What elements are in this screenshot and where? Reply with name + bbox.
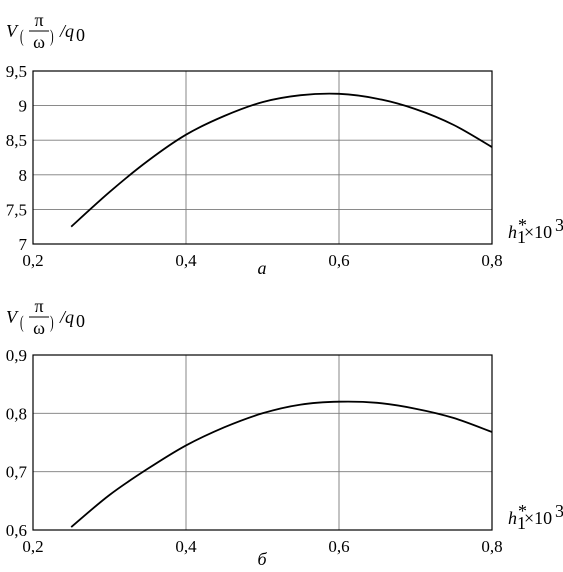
x-tick-label: 0,2 [22, 537, 43, 556]
y-label-denominator: ω [33, 318, 45, 338]
y-tick-label: 0,6 [6, 521, 27, 540]
y-axis-label: V ( πω) /q 0 [6, 296, 85, 338]
x-label-subscript: 1 [517, 513, 526, 533]
y-label-suffix: /q [59, 21, 74, 41]
panel-label: а [258, 258, 267, 278]
x-tick-label: 0,8 [481, 251, 502, 270]
x-axis-label: h 1*×10 3 [508, 501, 563, 533]
y-tick-label: 9,5 [6, 62, 27, 81]
y-label-paren-left: ( [20, 313, 24, 332]
y-tick-label: 7,5 [6, 200, 27, 219]
x-tick-label: 0,4 [175, 251, 197, 270]
chart-panel-2: 0,2 0,4 0,6 0,8 0,6 0,7 0,8 0,9 V ( πω) /q 0 h 1*×10 3 б [6, 296, 563, 569]
y-label-paren-left: ( [20, 27, 24, 46]
y-label-subscript: 0 [76, 311, 85, 331]
x-label-base: h [508, 222, 517, 242]
y-tick-label: 0,9 [6, 346, 27, 365]
x-axis-label: h 1*×10 3 [508, 215, 563, 247]
y-tick-label: 8,5 [6, 131, 27, 150]
y-tick-label: 7 [19, 235, 28, 254]
y-label-subscript: 0 [76, 25, 85, 45]
chart-panel-1: 0,2 0,4 0,6 0,8 7 7,5 8 8,5 9 9,5 V ( πω) /q 0 h 1*×10 3 а [6, 10, 563, 278]
x-tick-label: 0,8 [481, 537, 502, 556]
x-label-exponent: 3 [555, 501, 563, 521]
y-tick-label: 0,8 [6, 404, 27, 423]
y-label-numerator: π [34, 10, 43, 30]
panel-label: б [257, 549, 267, 569]
y-tick-label: 8 [19, 166, 28, 185]
x-tick-label: 0,2 [22, 251, 43, 270]
y-tick-label: 9 [19, 97, 28, 116]
y-label-denominator: ω [33, 32, 45, 52]
series-line [70, 92, 493, 228]
x-label-superscript: * [518, 501, 527, 521]
y-label-paren-right: ) [50, 313, 54, 332]
series-line [70, 400, 493, 528]
y-axis-label: V ( πω) /q 0 [6, 10, 85, 52]
y-label-prefix: V [6, 21, 19, 41]
plot-frame [32, 70, 493, 245]
x-label-multiplier: ×10 [524, 222, 552, 242]
y-tick-label: 0,7 [6, 463, 28, 482]
x-tick-label: 0,6 [328, 251, 349, 270]
x-label-subscript: 1 [517, 227, 526, 247]
x-label-superscript: * [518, 215, 527, 235]
x-tick-label: 0,4 [175, 537, 197, 556]
x-tick-label: 0,6 [328, 537, 349, 556]
x-label-multiplier: ×10 [524, 508, 552, 528]
y-label-paren-right: ) [50, 27, 54, 46]
y-label-prefix: V [6, 307, 19, 327]
y-label-numerator: π [34, 296, 43, 316]
plot-frame [32, 354, 493, 531]
y-label-suffix: /q [59, 307, 74, 327]
x-label-exponent: 3 [555, 215, 563, 235]
x-label-base: h [508, 508, 517, 528]
